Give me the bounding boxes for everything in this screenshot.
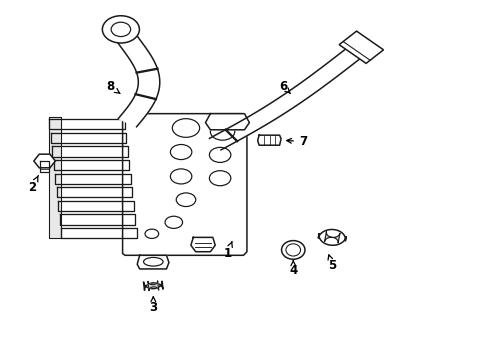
- Text: 5: 5: [327, 255, 336, 272]
- Text: 4: 4: [288, 261, 297, 277]
- Ellipse shape: [209, 147, 230, 162]
- Polygon shape: [257, 135, 281, 145]
- Polygon shape: [205, 114, 249, 130]
- Circle shape: [111, 22, 130, 37]
- Polygon shape: [51, 133, 126, 143]
- Polygon shape: [137, 255, 168, 269]
- Polygon shape: [122, 114, 246, 255]
- Polygon shape: [49, 119, 125, 129]
- Ellipse shape: [281, 240, 305, 259]
- Polygon shape: [60, 215, 135, 225]
- Ellipse shape: [285, 244, 300, 256]
- Polygon shape: [61, 228, 137, 238]
- Ellipse shape: [210, 123, 234, 140]
- Text: 2: 2: [28, 175, 38, 194]
- Polygon shape: [190, 237, 215, 252]
- Polygon shape: [318, 229, 346, 245]
- Polygon shape: [54, 160, 129, 170]
- Text: 7: 7: [286, 135, 306, 148]
- Circle shape: [102, 16, 139, 43]
- Polygon shape: [339, 31, 383, 63]
- Ellipse shape: [143, 257, 163, 266]
- Polygon shape: [58, 201, 134, 211]
- Text: 3: 3: [149, 297, 157, 314]
- Text: 8: 8: [106, 80, 120, 93]
- Ellipse shape: [145, 229, 158, 238]
- Polygon shape: [209, 46, 363, 150]
- Ellipse shape: [170, 169, 191, 184]
- Polygon shape: [52, 146, 128, 157]
- Polygon shape: [57, 187, 132, 197]
- Polygon shape: [143, 281, 163, 290]
- Polygon shape: [324, 232, 339, 243]
- Text: 1: 1: [223, 242, 232, 260]
- Ellipse shape: [172, 119, 199, 137]
- Polygon shape: [147, 281, 159, 291]
- Ellipse shape: [209, 171, 230, 186]
- Ellipse shape: [170, 144, 191, 159]
- Polygon shape: [55, 174, 131, 184]
- Polygon shape: [111, 26, 160, 127]
- Polygon shape: [49, 117, 61, 238]
- Ellipse shape: [164, 216, 182, 228]
- Ellipse shape: [176, 193, 195, 207]
- Polygon shape: [40, 161, 49, 172]
- Text: 6: 6: [279, 80, 290, 94]
